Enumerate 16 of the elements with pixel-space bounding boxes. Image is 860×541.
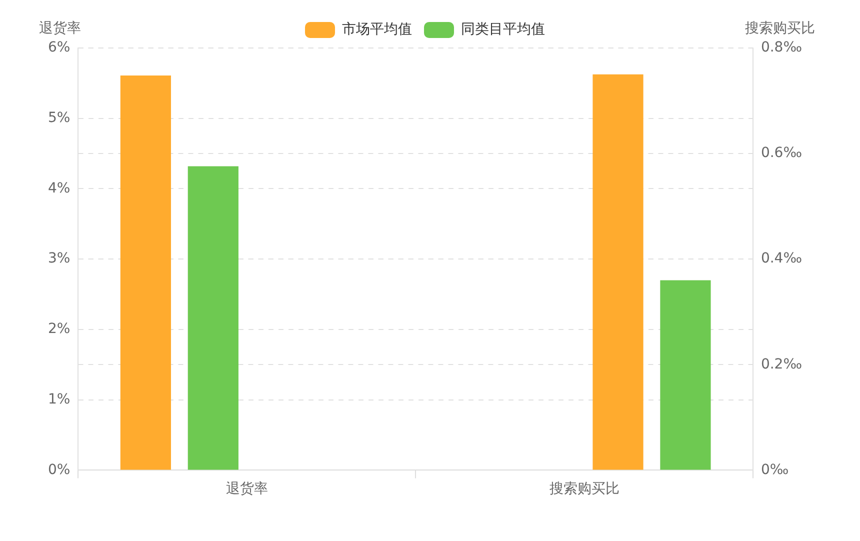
y-tick-label: 2% xyxy=(48,321,70,338)
y2-tick-label: 0.8‰ xyxy=(760,40,802,56)
legend-label: 市场平均值 xyxy=(342,22,412,38)
y-tick-label: 0% xyxy=(48,462,70,478)
y-tick-label: 4% xyxy=(48,180,70,196)
y-tick-label: 1% xyxy=(48,391,70,408)
y2-tick-label: 0‰ xyxy=(760,462,789,478)
y-tick-label: 3% xyxy=(48,250,70,267)
y-tick-label: 6% xyxy=(48,40,70,56)
y-axis-title: 退货率 xyxy=(39,20,81,37)
y2-axis-title: 搜索购买比 xyxy=(745,20,815,37)
legend-label: 同类目平均值 xyxy=(461,22,545,38)
y-tick-label: 5% xyxy=(48,110,70,126)
y2-tick-label: 0.4‰ xyxy=(760,250,802,267)
y2-tick-label: 0.2‰ xyxy=(760,356,802,372)
y2-tick-label: 0.6‰ xyxy=(760,145,802,162)
